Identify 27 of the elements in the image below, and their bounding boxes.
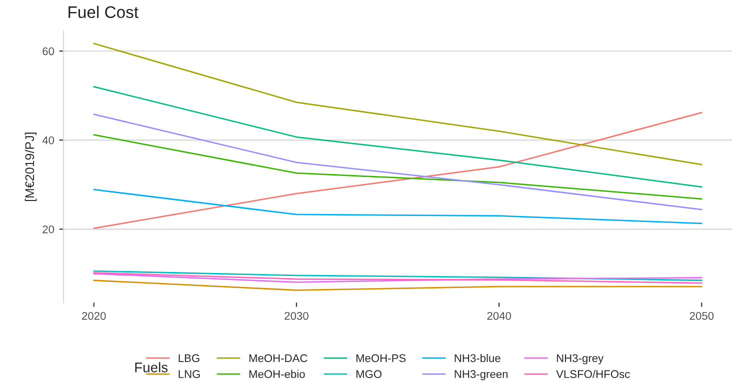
y-tick-label: 40 bbox=[42, 136, 54, 144]
line-series bbox=[93, 112, 702, 229]
y-axis-title: [M€2019/PJ] bbox=[24, 132, 37, 202]
legend-label: MeOH-PS bbox=[356, 354, 406, 362]
x-tick-label: 2030 bbox=[284, 312, 308, 320]
legend-label: MeOH-ebio bbox=[249, 370, 305, 378]
legend-label: LNG bbox=[178, 370, 200, 378]
x-tick-label: 2040 bbox=[487, 312, 511, 320]
line-series bbox=[93, 114, 702, 210]
legend-label: MGO bbox=[356, 370, 382, 378]
line-series bbox=[93, 42, 702, 166]
line-series bbox=[93, 86, 702, 188]
legend-label: VLSFO/HFOsc bbox=[556, 370, 630, 378]
line-series bbox=[93, 270, 702, 282]
legend-label: NH3-blue bbox=[454, 354, 500, 362]
chart-title: Fuel Cost bbox=[68, 6, 138, 18]
x-tick-label: 2020 bbox=[82, 312, 106, 320]
line-series bbox=[93, 134, 702, 200]
y-tick-label: 20 bbox=[42, 225, 54, 234]
legend-label: MeOH-DAC bbox=[249, 354, 308, 362]
line-series bbox=[93, 188, 702, 224]
legend-title: Fuels bbox=[135, 362, 168, 372]
x-tick-label: 2050 bbox=[690, 312, 714, 320]
legend-label: NH3-grey bbox=[556, 354, 604, 364]
legend-label: NH3-green bbox=[454, 370, 508, 380]
y-tick-label: 60 bbox=[42, 47, 54, 56]
legend-label: LBG bbox=[178, 354, 200, 362]
